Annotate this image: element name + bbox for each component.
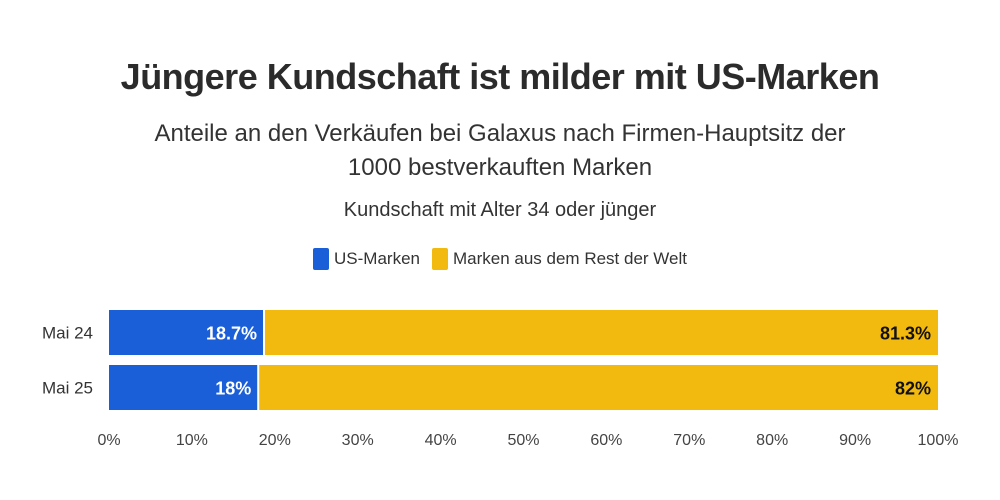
x-tick-label: 70%: [673, 432, 705, 449]
legend: US-Marken Marken aus dem Rest der Welt: [0, 248, 1000, 270]
legend-label-rest: Marken aus dem Rest der Welt: [452, 249, 687, 268]
x-tick-label: 40%: [425, 432, 457, 449]
legend-item-rest[interactable]: Marken aus dem Rest der Welt: [431, 248, 687, 270]
x-tick-label: 50%: [507, 432, 539, 449]
bar-us: [109, 310, 265, 355]
legend-item-us[interactable]: US-Marken: [313, 248, 420, 270]
legend-label-us: US-Marken: [334, 249, 420, 268]
legend-swatch-us: [313, 248, 330, 270]
chart-subtitle: Anteile an den Verkäufen bei Galaxus nac…: [154, 120, 846, 181]
x-tick-label: 100%: [918, 432, 959, 449]
x-tick-label: 90%: [839, 432, 871, 449]
x-tick-label: 60%: [590, 432, 622, 449]
category-label: Mai 25: [42, 379, 93, 398]
x-tick-label: 80%: [756, 432, 788, 449]
legend-swatch-rest: [431, 248, 448, 270]
data-label: 81.3%: [880, 324, 931, 344]
category-label: Mai 24: [42, 324, 93, 343]
data-label: 18%: [215, 379, 251, 399]
bar-us: [109, 365, 259, 410]
data-label: 82%: [895, 379, 931, 399]
chart-title: Jüngere Kundschaft ist milder mit US-Mar…: [120, 56, 880, 97]
x-tick-label: 0%: [97, 432, 120, 449]
x-tick-label: 10%: [176, 432, 208, 449]
data-label: 18.7%: [206, 324, 257, 344]
bar-rest: [264, 310, 938, 355]
x-tick-label: 20%: [259, 432, 291, 449]
x-tick-label: 30%: [342, 432, 374, 449]
chart-subtitle-secondary: Kundschaft mit Alter 34 oder jünger: [343, 199, 657, 221]
bar-rest: [258, 365, 939, 410]
